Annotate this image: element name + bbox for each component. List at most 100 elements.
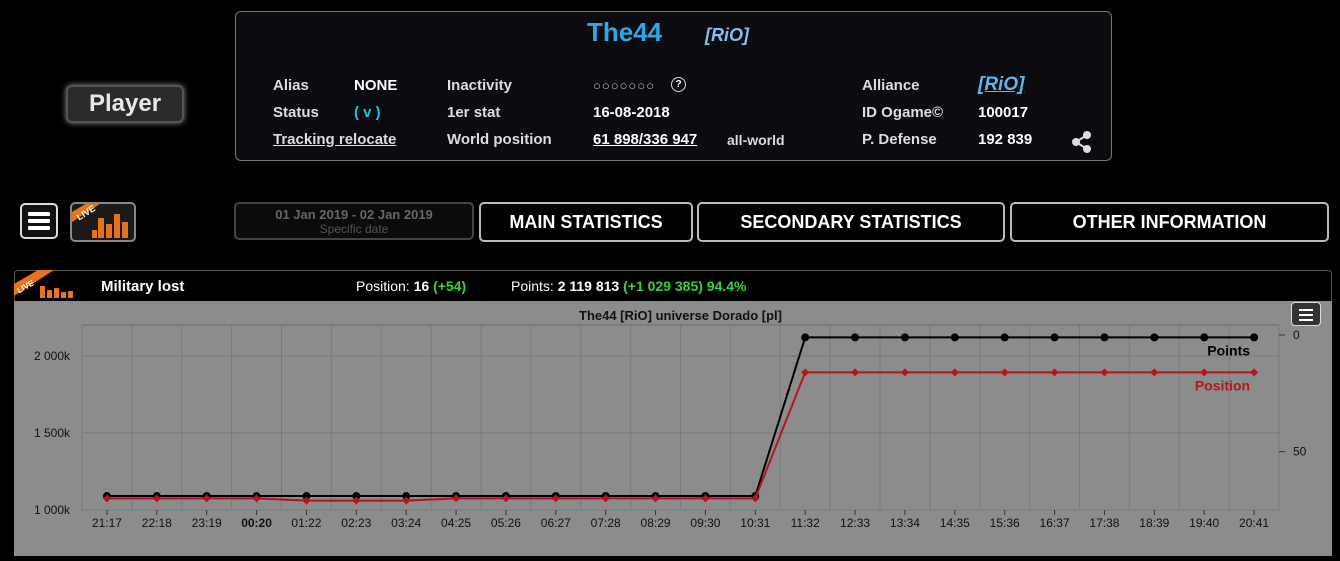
position-marker	[1000, 368, 1009, 377]
points-marker	[900, 333, 909, 342]
position-marker	[900, 368, 909, 377]
points-marker	[851, 333, 860, 342]
position-delta: (+54)	[433, 278, 467, 294]
date-range-value: 01 Jan 2019 - 02 Jan 2019	[275, 207, 433, 222]
live-chart-button[interactable]: LIVE	[70, 202, 136, 242]
points-value: 2 119 813	[557, 278, 620, 294]
position-marker	[152, 494, 161, 503]
position-marker	[452, 494, 461, 503]
x-tick-label: 21:17	[92, 516, 122, 530]
alliance-label: Alliance	[862, 77, 920, 94]
x-tick-label: 01:22	[291, 516, 321, 530]
points-marker	[1250, 333, 1259, 342]
position-marker	[751, 494, 760, 503]
position-marker	[1250, 368, 1259, 377]
position-marker	[352, 496, 361, 505]
x-tick-label: 14:35	[940, 516, 970, 530]
status-value: ( v )	[354, 104, 381, 121]
tab-main-statistics[interactable]: MAIN STATISTICS	[479, 202, 693, 242]
tracking-relocate-link[interactable]: Tracking relocate	[273, 131, 397, 148]
points-marker	[302, 492, 311, 501]
position-marker	[651, 494, 660, 503]
alias-label: Alias	[273, 77, 309, 94]
y-right-tick-label: 0	[1293, 328, 1300, 342]
points-marker	[1150, 333, 1159, 342]
series-label-position: Position	[1195, 377, 1250, 393]
status-label: Status	[273, 104, 319, 121]
x-tick-label: 12:33	[840, 516, 870, 530]
defense-value: 192 839	[978, 131, 1033, 148]
date-range-picker[interactable]: 01 Jan 2019 - 02 Jan 2019 Specific date	[234, 202, 474, 240]
y-right-tick-label: 50	[1293, 445, 1307, 459]
share-icon[interactable]	[1070, 130, 1094, 154]
position-marker	[1200, 368, 1209, 377]
x-tick-label: 15:36	[990, 516, 1020, 530]
position-marker	[252, 494, 261, 503]
x-tick-label: 05:26	[491, 516, 521, 530]
id-ogame-value: 100017	[978, 104, 1029, 121]
alliance-value[interactable]: [RiO]	[978, 74, 1025, 95]
points-marker	[1100, 333, 1109, 342]
position-marker	[1050, 368, 1059, 377]
x-tick-label: 03:24	[391, 516, 421, 530]
points-marker	[1050, 333, 1059, 342]
y-left-tick-label: 2 000k	[34, 349, 71, 363]
x-tick-label: 13:34	[890, 516, 920, 530]
tab-other-information[interactable]: OTHER INFORMATION	[1010, 202, 1329, 242]
player-name: The44	[587, 17, 663, 47]
position-marker	[102, 494, 111, 503]
military-lost-chart: 1 000k 1 500k 2 000k 0 50 The44 [RiO] univers…	[34, 308, 1307, 530]
player-badge: Player	[66, 85, 184, 123]
x-tick-label: 08:29	[641, 516, 671, 530]
position-marker	[950, 368, 959, 377]
x-tick-label: 16:37	[1040, 516, 1070, 530]
points-marker	[402, 492, 411, 501]
help-icon[interactable]: ?	[671, 77, 686, 92]
x-tick-label: 22:18	[142, 516, 172, 530]
x-tick-label: 02:23	[341, 516, 371, 530]
hamburger-menu-icon[interactable]	[20, 203, 58, 239]
position-marker	[1100, 368, 1109, 377]
x-tick-label: 18:39	[1139, 516, 1169, 530]
stat-category: Military lost	[101, 278, 185, 295]
points-stat: Points: 2 119 813 (+1 029 385) 94.4%	[511, 278, 747, 294]
y-left-tick-label: 1 500k	[34, 426, 71, 440]
chart-menu-icon[interactable]	[1291, 302, 1321, 326]
x-tick-label: 23:19	[192, 516, 222, 530]
points-marker	[801, 333, 810, 342]
inactivity-dots: ○○○○○○○	[593, 78, 655, 93]
world-position-suffix: all-world	[727, 132, 785, 148]
tab-secondary-statistics[interactable]: SECONDARY STATISTICS	[697, 202, 1005, 242]
x-tick-label: 00:20	[241, 516, 272, 530]
x-tick-label: 07:28	[591, 516, 621, 530]
points-marker	[1000, 333, 1009, 342]
date-range-mode: Specific date	[319, 222, 389, 236]
position-marker	[701, 494, 710, 503]
position-stat: Position: 16 (+54)	[356, 278, 467, 294]
first-stat-value: 16-08-2018	[593, 104, 670, 121]
position-marker	[551, 494, 560, 503]
position-marker	[501, 494, 510, 503]
id-ogame-label: ID Ogame©	[862, 104, 944, 121]
x-tick-label: 06:27	[541, 516, 571, 530]
position-marker	[1150, 368, 1159, 377]
position-marker	[601, 494, 610, 503]
live-badge-icon: LIVE	[14, 270, 73, 298]
x-tick-label: 20:41	[1239, 516, 1269, 530]
x-tick-label: 04:25	[441, 516, 471, 530]
x-tick-label: 09:30	[690, 516, 720, 530]
position-marker	[302, 496, 311, 505]
alias-value: NONE	[354, 77, 398, 94]
first-stat-label: 1er stat	[447, 104, 501, 121]
position-marker	[402, 496, 411, 505]
world-position-value[interactable]: 61 898/336 947	[593, 131, 698, 148]
svg-text:LIVE: LIVE	[75, 204, 97, 222]
x-tick-label: 17:38	[1089, 516, 1119, 530]
points-percent: 94.4%	[706, 278, 747, 294]
player-alliance-tag[interactable]: [RiO]	[705, 25, 749, 45]
x-tick-label: 10:31	[740, 516, 770, 530]
inactivity-label: Inactivity	[447, 77, 513, 94]
position-value: 16	[413, 278, 430, 294]
chart-area: 1 000k 1 500k 2 000k 0 50 The44 [RiO] univers…	[14, 301, 1332, 556]
x-tick-label: 11:32	[791, 516, 820, 530]
